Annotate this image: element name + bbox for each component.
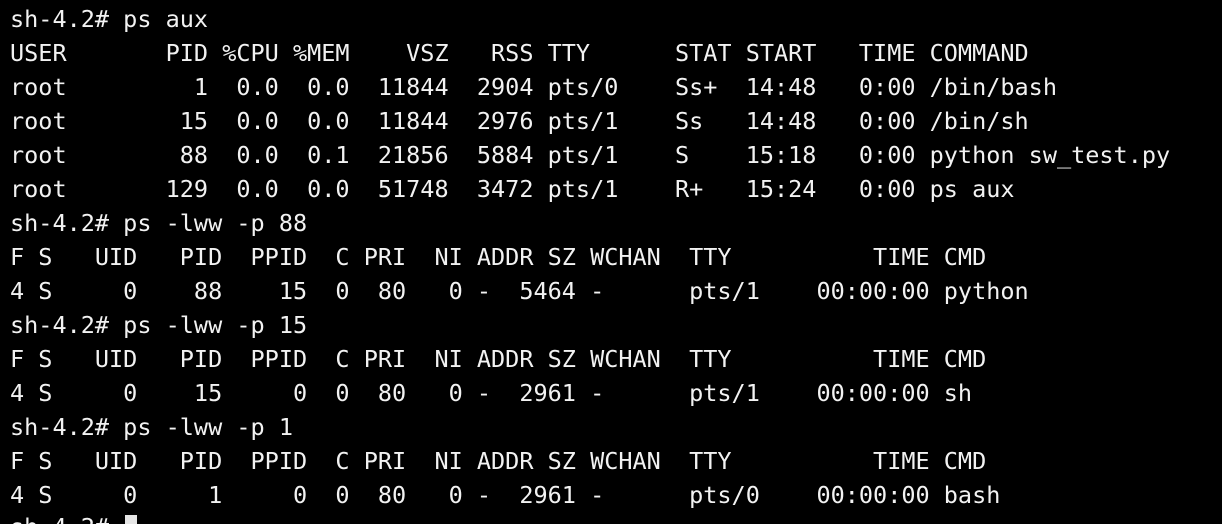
process-row: 4 S 0 88 15 0 80 0 - 5464 - pts/1 00:00:…	[10, 277, 1029, 305]
ps-header: F S UID PID PPID C PRI NI ADDR SZ WCHAN …	[10, 447, 987, 475]
prompt-line: sh-4.2# ps -lww -p 15	[10, 311, 308, 339]
process-row: root 1 0.0 0.0 11844 2904 pts/0 Ss+ 14:4…	[10, 73, 1057, 101]
prompt-line: sh-4.2# ps aux	[10, 5, 209, 33]
process-row: root 88 0.0 0.1 21856 5884 pts/1 S 15:18…	[10, 141, 1171, 169]
ps-header: F S UID PID PPID C PRI NI ADDR SZ WCHAN …	[10, 345, 987, 373]
active-prompt: sh-4.2#	[10, 513, 123, 524]
ps-header: F S UID PID PPID C PRI NI ADDR SZ WCHAN …	[10, 243, 987, 271]
prompt-line: sh-4.2# ps -lww -p 1	[10, 413, 293, 441]
ps-header: USER PID %CPU %MEM VSZ RSS TTY STAT STAR…	[10, 39, 1029, 67]
process-row: 4 S 0 1 0 0 80 0 - 2961 - pts/0 00:00:00…	[10, 481, 1001, 509]
active-prompt-line[interactable]: sh-4.2#	[10, 510, 138, 524]
prompt-line: sh-4.2# ps -lww -p 88	[10, 209, 308, 237]
text-cursor	[125, 515, 138, 524]
process-row: root 129 0.0 0.0 51748 3472 pts/1 R+ 15:…	[10, 175, 1015, 203]
process-row: 4 S 0 15 0 0 80 0 - 2961 - pts/1 00:00:0…	[10, 379, 973, 407]
process-row: root 15 0.0 0.0 11844 2976 pts/1 Ss 14:4…	[10, 107, 1029, 135]
